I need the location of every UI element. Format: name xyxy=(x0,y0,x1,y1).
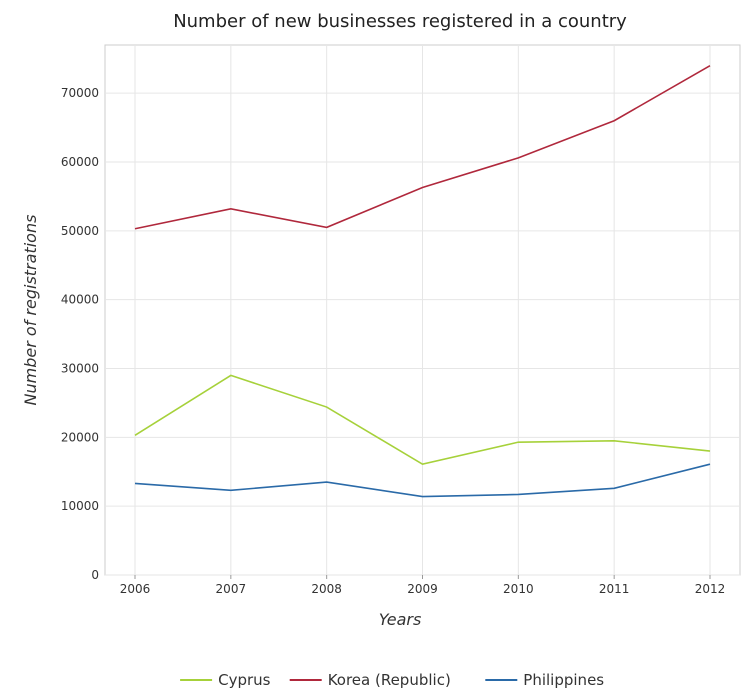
y-axis-ticks: 0 10000 20000 30000 40000 50000 60000 70000 xyxy=(61,86,99,582)
y-tick-label: 40000 xyxy=(61,293,99,307)
legend: Cyprus Korea (Republic) Philippines xyxy=(180,671,604,689)
series-line-korea-republic xyxy=(134,64,711,230)
y-tick-label: 30000 xyxy=(61,362,99,376)
x-tick-label: 2009 xyxy=(407,582,438,596)
x-tick-label: 2011 xyxy=(599,582,630,596)
y-tick-label: 70000 xyxy=(61,86,99,100)
y-axis-label: Number of registrations xyxy=(21,215,40,406)
legend-label-korea-republic: Korea (Republic) xyxy=(328,671,451,689)
series-line-cyprus xyxy=(134,374,711,466)
x-tick-label: 2008 xyxy=(311,582,342,596)
grid xyxy=(105,45,740,576)
series xyxy=(134,64,711,498)
series-line-philippines xyxy=(134,463,711,498)
x-tick-label: 2010 xyxy=(503,582,534,596)
legend-label-philippines: Philippines xyxy=(523,671,604,689)
x-tick-label: 2012 xyxy=(695,582,726,596)
chart-title: Number of new businesses registered in a… xyxy=(173,11,627,32)
x-tick-label: 2007 xyxy=(216,582,247,596)
y-tick-label: 60000 xyxy=(61,155,99,169)
y-tick-label: 50000 xyxy=(61,224,99,238)
x-tick-label: 2006 xyxy=(120,582,151,596)
y-tick-label: 20000 xyxy=(61,430,99,444)
y-tick-label: 0 xyxy=(91,568,99,582)
y-tick-label: 10000 xyxy=(61,499,99,513)
legend-label-cyprus: Cyprus xyxy=(218,671,271,689)
x-axis-label: Years xyxy=(379,610,422,629)
x-axis-ticks: 2006 2007 2008 2009 2010 2011 2012 xyxy=(120,575,726,596)
